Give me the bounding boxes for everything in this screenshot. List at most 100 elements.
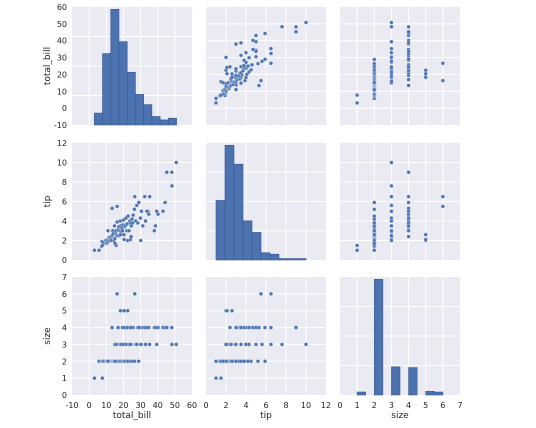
scatter-point [440,78,445,83]
y-tick-label: 6 [62,290,67,299]
scatter-point [156,212,161,217]
x-tick-label: 4 [243,401,248,410]
scatter-point [116,325,121,330]
x-tick-label: 0 [203,401,208,410]
scatter-point [279,342,285,347]
scatter-point [406,57,411,62]
histogram-bar [269,253,280,261]
scatter-point [268,342,274,347]
y-axis-title: total_bill [43,47,53,85]
scatter-point [118,232,123,237]
scatter-point [139,209,144,214]
scatter-point [115,291,120,296]
scatter-point [110,325,115,330]
scatter-point [218,376,224,381]
y-tick-label: 30 [57,54,67,63]
scatter-point [238,40,244,45]
scatter-point [389,50,394,55]
scatter-point [355,93,360,98]
scatter-point [134,342,139,347]
scatter-point [238,81,244,86]
scatter-point [132,291,137,296]
x-tick-label: -10 [65,401,78,410]
scatter-point [406,206,411,211]
scatter-point [132,207,137,212]
scatter-point [406,170,411,175]
scatter-point [303,342,309,347]
scatter-point [258,78,264,83]
x-tick-label: 10 [301,401,311,410]
scatter-point [227,325,233,330]
x-tick-label: 4 [406,401,411,410]
histogram-bar [391,366,401,396]
panel-background [72,277,192,395]
scatter-point [160,209,166,214]
scatter-point [243,342,249,347]
scatter-point [238,342,244,347]
x-tick-label: 0 [337,401,342,410]
scatter-point [229,359,235,364]
x-tick-label: 2 [372,401,377,410]
panel-background [340,7,460,125]
scatter-point [250,47,256,52]
scatter-point [406,234,411,239]
histogram-bar [93,112,103,126]
x-tick-label: 5 [423,401,428,410]
scatter-point [389,160,394,165]
scatter-point [372,241,377,246]
scatter-point [218,93,224,98]
x-tick-label: 3 [389,401,394,410]
scatter-point [238,325,244,330]
scatter-point [224,308,230,313]
panel-tip-vs-total_bill [72,143,192,260]
scatter-point [372,232,377,237]
x-tick-label: 60 [187,401,197,410]
scatter-point [355,248,360,253]
scatter-point [213,100,219,105]
histogram-bar [233,163,244,261]
scatter-point [423,237,428,242]
scatter-point [406,29,411,34]
scatter-point [372,61,377,66]
x-axis-title: total_bill [113,411,151,421]
x-tick-label: 30 [135,401,145,410]
scatter-point [112,241,118,246]
scatter-point [372,220,377,226]
scatter-point [262,325,268,330]
x-tick-label: 20 [118,401,128,410]
histogram-bar [425,390,435,396]
y-tick-label: 7 [62,273,67,282]
scatter-point [169,183,174,188]
scatter-point [372,57,377,62]
y-axis-title: tip [43,195,53,207]
y-tick-label: -10 [54,121,67,130]
scatter-point [406,83,411,88]
histogram-bar [110,9,120,126]
scatter-point [223,55,229,60]
scatter-point [131,213,136,218]
scatter-point [233,325,239,330]
scatter-point [423,71,428,76]
scatter-point [253,342,259,347]
scatter-point [246,55,252,60]
scatter-point [213,376,219,381]
scatter-point [118,308,123,313]
scatter-point [233,342,239,347]
scatter-point [262,31,268,36]
y-tick-label: 3 [62,340,67,349]
histogram-bar [151,116,161,126]
scatter-point [121,232,126,237]
scatter-point [389,238,394,243]
histogram-bar [242,220,253,261]
scatter-point [406,216,411,221]
scatter-point [100,376,105,381]
scatter-point [120,228,125,233]
scatter-point [259,59,265,64]
scatter-point [140,223,145,228]
histogram-bar [260,252,271,261]
scatter-point [423,68,428,73]
y-tick-label: 50 [57,20,67,29]
y-tick-label: 2 [62,237,67,246]
scatter-point [245,359,251,364]
scatter-point [262,57,268,62]
